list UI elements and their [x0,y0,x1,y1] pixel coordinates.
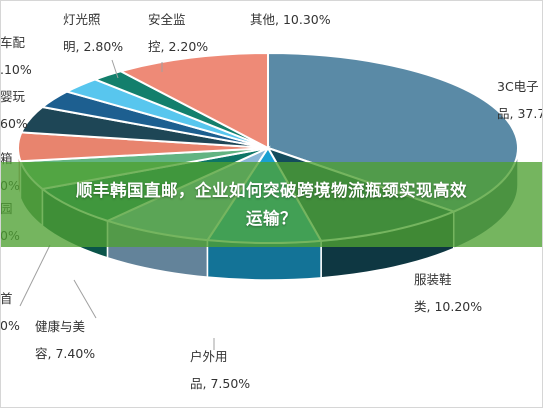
data-label-灯光照明: 灯光照 [63,12,101,27]
data-label-3C电子产品: 品, 37.7 [497,106,543,121]
headline-banner: 顺丰韩国直邮，企业如何突破跨境物流瓶颈实现高效运输？ [0,162,543,247]
headline-title: 顺丰韩国直邮，企业如何突破跨境物流瓶颈实现高效运输？ [76,180,467,228]
data-label-婴玩: 婴玩 [0,89,26,104]
data-label-其他: 其他, 10.30% [250,12,331,27]
leader-line-健康与美容 [73,279,97,319]
data-label-首: 首 [0,291,13,306]
data-label-3C电子产品: 3C电子 [497,79,539,94]
data-label-户外用品: 品, 7.50% [190,376,250,391]
data-label-健康与美容: 健康与美 [35,319,85,334]
data-label-灯光照明: 明, 2.80% [63,39,123,54]
data-label-婴玩: 60% [0,116,28,131]
data-label-安全监控: 控, 2.20% [148,39,208,54]
pie-slice-其他 [118,51,269,150]
data-label-车配: 车配 [0,35,26,50]
leader-line-灯光照明 [111,59,119,79]
data-label-健康与美容: 容, 7.40% [35,346,95,361]
data-label-服装鞋: 类, 10.20% [414,299,482,314]
data-label-户外用品: 户外用 [190,349,228,364]
data-label-安全监控: 安全监 [148,12,186,27]
data-label-首: 0% [0,318,20,333]
data-label-服装鞋: 服装鞋 [414,272,452,287]
leader-line-首 [19,244,51,307]
data-label-车配: .10% [0,62,32,77]
